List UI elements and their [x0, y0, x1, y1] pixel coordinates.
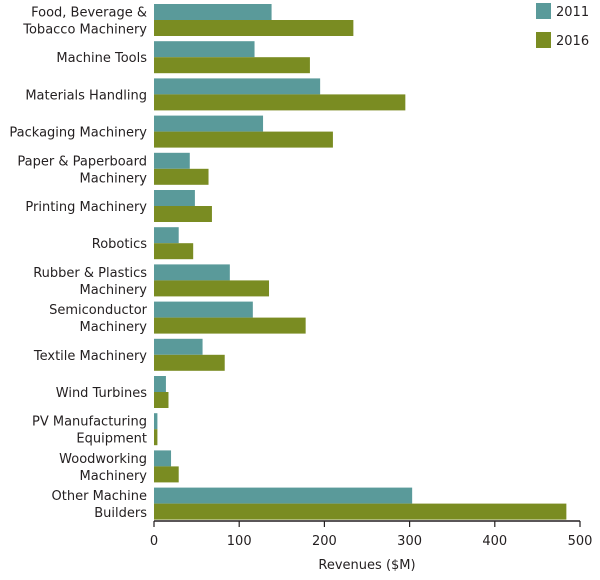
x-tick-label: 500 [568, 534, 593, 549]
x-tick-label: 300 [397, 534, 422, 549]
category-label: Printing Machinery [25, 200, 147, 215]
bar-2016 [154, 168, 209, 185]
x-tick-label: 0 [150, 534, 158, 549]
category-label: Robotics [92, 237, 147, 252]
bar-2011 [154, 78, 321, 95]
x-axis-title: Revenues ($M) [318, 558, 415, 573]
bar-2011 [154, 487, 413, 504]
x-tick-label: 200 [312, 534, 337, 549]
bar-2011 [154, 4, 272, 20]
bar-2016 [154, 280, 270, 297]
bar-2016 [154, 94, 406, 111]
bar-2016 [154, 392, 169, 408]
category-label: PV Manufacturing [32, 415, 147, 430]
bar-2016 [154, 243, 194, 260]
bar-2016 [154, 429, 158, 446]
category-label: Woodworking [59, 452, 147, 467]
category-label: Machinery [80, 171, 148, 186]
category-label: Wind Turbines [56, 386, 147, 401]
bar-2016 [154, 57, 310, 74]
bar-2016 [154, 20, 354, 36]
bar-2016 [154, 503, 567, 520]
bar-2011 [154, 41, 255, 58]
bar-2011 [154, 264, 230, 281]
bar-2011 [154, 450, 172, 467]
category-label: Packaging Machinery [9, 126, 147, 141]
x-tick-label: 100 [227, 534, 252, 549]
bar-2011 [154, 227, 179, 244]
category-label: Machinery [80, 469, 148, 484]
legend-label: 2016 [556, 34, 589, 49]
legend-swatch-2011 [536, 3, 551, 19]
x-tick-label: 400 [482, 534, 507, 549]
category-label: Builders [94, 506, 147, 521]
category-label: Rubber & Plastics [33, 266, 147, 281]
bar-2011 [154, 152, 190, 169]
bar-2016 [154, 317, 306, 334]
category-label: Textile Machinery [33, 349, 147, 364]
bar-2011 [154, 338, 203, 355]
category-label: Machine Tools [56, 51, 147, 66]
category-label: Food, Beverage & [31, 6, 147, 21]
legend-label: 2011 [556, 5, 589, 20]
bar-2011 [154, 376, 166, 392]
category-label: Machinery [80, 320, 148, 335]
bar-2011 [154, 190, 195, 206]
bar-2016 [154, 206, 212, 222]
category-label: Paper & Paperboard [17, 154, 147, 169]
category-label: Materials Handling [25, 88, 147, 103]
bar-2011 [154, 413, 158, 430]
category-label: Semiconductor [49, 303, 148, 318]
bar-2016 [154, 466, 179, 483]
category-label: Machinery [80, 283, 148, 298]
bar-2016 [154, 131, 333, 148]
bar-2016 [154, 354, 225, 371]
bar-2011 [154, 301, 253, 318]
category-label: Tobacco Machinery [22, 23, 147, 38]
category-label: Other Machine [52, 489, 147, 504]
category-label: Equipment [76, 432, 147, 447]
bar-2011 [154, 115, 264, 132]
legend-swatch-2016 [536, 32, 551, 48]
